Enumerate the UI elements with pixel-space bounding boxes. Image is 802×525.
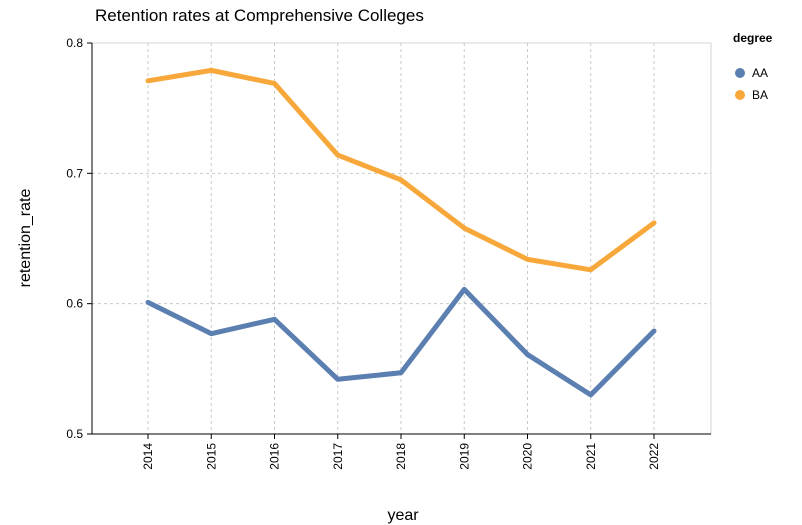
x-tick-label: 2022 [647,443,661,470]
legend-swatch-aa [735,68,745,78]
x-tick-label: 2018 [394,443,408,470]
x-tick-label: 2016 [268,443,282,470]
y-ticks: 0.5 0.6 0.7 0.8 [66,36,92,441]
legend: degree AA BA [733,31,773,102]
chart-title: Retention rates at Comprehensive College… [95,6,424,25]
x-tick-label: 2019 [457,443,471,470]
x-ticks: 2014 2015 2016 2017 2018 2019 2020 2021 2022 [141,434,661,470]
y-axis-title: retention_rate [17,189,34,288]
x-tick-label: 2020 [521,443,535,470]
y-tick-label: 0.5 [66,427,83,441]
grid [92,43,711,434]
legend-title: degree [733,31,773,45]
y-tick-label: 0.7 [66,166,83,180]
x-tick-label: 2015 [204,443,218,470]
x-tick-label: 2021 [584,443,598,470]
x-tick-label: 2014 [141,443,155,470]
legend-label-ba: BA [752,88,768,102]
y-tick-label: 0.6 [66,297,83,311]
series-lines [145,67,657,398]
legend-label-aa: AA [752,66,768,80]
series-line-ba [145,67,657,273]
series-line-aa [145,286,657,398]
x-axis-title: year [387,507,419,524]
legend-swatch-ba [735,90,745,100]
y-tick-label: 0.8 [66,36,83,50]
x-tick-label: 2017 [331,443,345,470]
